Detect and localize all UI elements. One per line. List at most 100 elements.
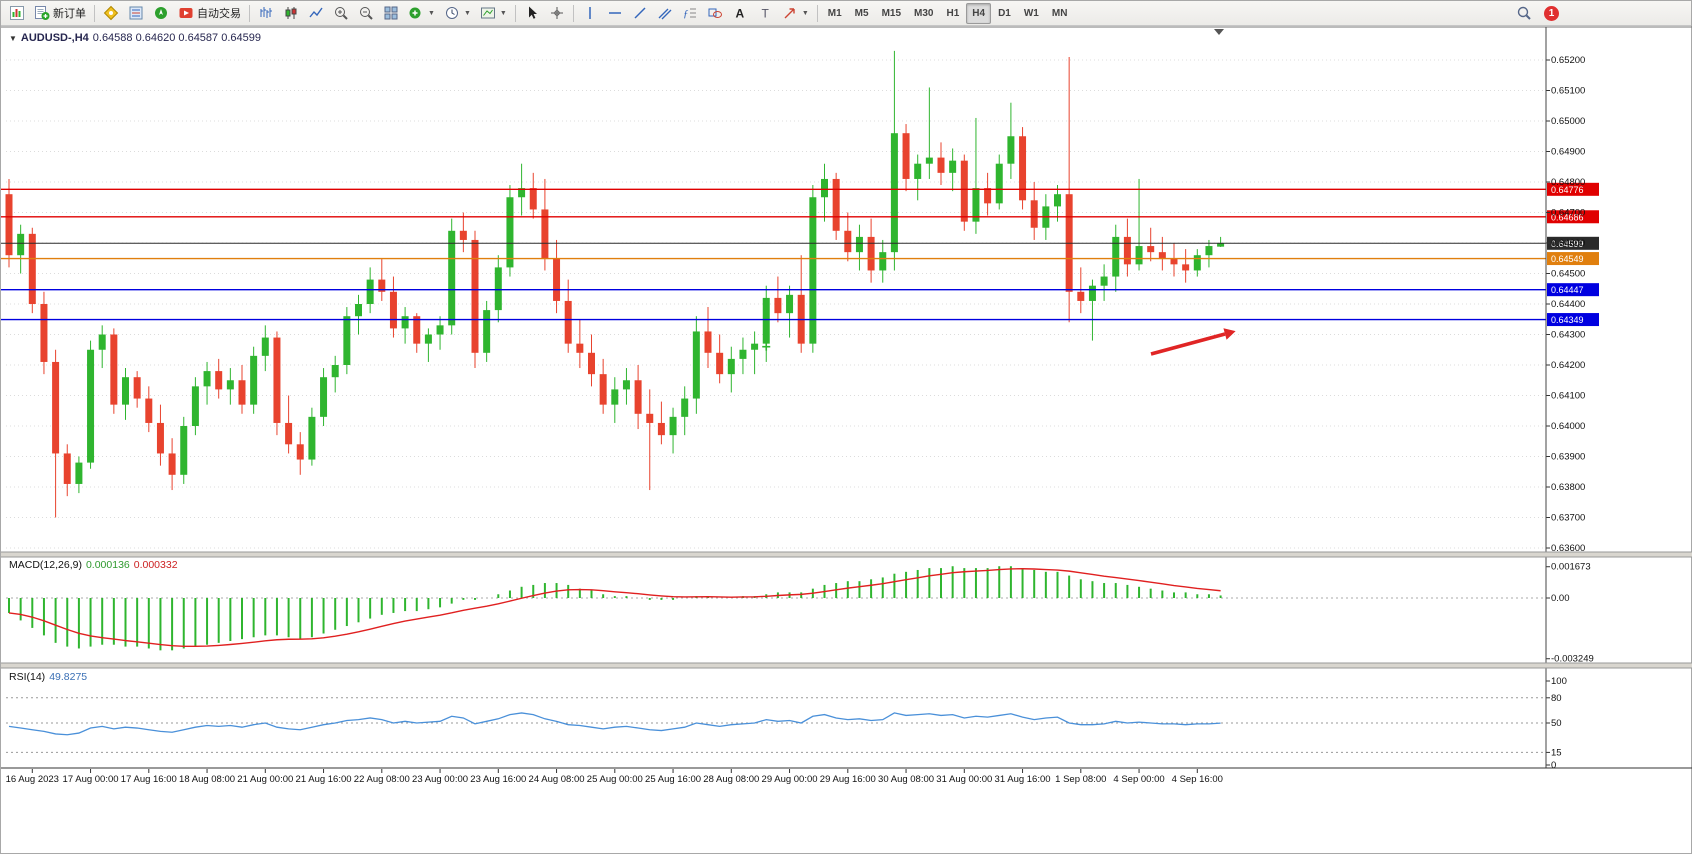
svg-text:29 Aug 16:00: 29 Aug 16:00 xyxy=(820,774,876,785)
autotrading-button[interactable]: 自动交易 xyxy=(174,3,245,24)
svg-text:0.63600: 0.63600 xyxy=(1551,543,1585,554)
zoom-out-icon xyxy=(360,7,373,20)
timeframe-w1-button[interactable]: W1 xyxy=(1023,7,1039,19)
timeframe-h1-button[interactable]: H1 xyxy=(946,7,960,19)
timeframe-mn-button[interactable]: MN xyxy=(1051,7,1068,19)
candlestick-chart-button[interactable] xyxy=(279,3,303,24)
new-chart-icon xyxy=(10,6,24,20)
dropdown-caret-icon: ▼ xyxy=(499,9,507,17)
svg-text:A: A xyxy=(735,7,744,21)
svg-text:30 Aug 08:00: 30 Aug 08:00 xyxy=(878,774,934,785)
timeframe-m30-button[interactable]: M30 xyxy=(914,7,934,19)
svg-text:29 Aug 00:00: 29 Aug 00:00 xyxy=(762,774,818,785)
tile-windows-button[interactable] xyxy=(379,3,403,24)
timeframe-m1-button[interactable]: M1 xyxy=(827,7,842,19)
toolbar-separator xyxy=(816,4,818,22)
zoom-in-icon xyxy=(335,7,348,20)
svg-text:0.001673: 0.001673 xyxy=(1551,562,1591,573)
new-order-label: 新订单 xyxy=(53,8,86,20)
timeframe-m5-button[interactable]: M5 xyxy=(854,7,869,19)
new-chart-button[interactable] xyxy=(5,3,29,24)
label-tool-button[interactable]: T xyxy=(753,3,777,24)
svg-text:0.64800: 0.64800 xyxy=(1551,177,1585,188)
autotrading-icon xyxy=(179,8,193,18)
templates-button[interactable]: ▼ xyxy=(476,3,511,24)
fibonacci-tool-button[interactable]: ƒ xyxy=(678,3,702,24)
macd-indicator-label: MACD(12,26,9) 0.000136 0.000332 xyxy=(9,559,178,571)
svg-text:0.64447: 0.64447 xyxy=(1551,285,1584,295)
svg-text:24 Aug 08:00: 24 Aug 08:00 xyxy=(529,774,585,785)
bar-chart-button[interactable] xyxy=(254,3,278,24)
horizontal-level-lines[interactable]: 0.64776 0.64686 0.64599 0.64549 0.64447 0.643… xyxy=(1,182,1599,327)
label-icon: T xyxy=(761,7,769,21)
svg-text:0.64900: 0.64900 xyxy=(1551,147,1585,158)
rsi-value: 49.8275 xyxy=(49,671,88,683)
market-watch-icon xyxy=(129,6,143,20)
new-order-button[interactable]: 新订单 xyxy=(30,3,90,24)
dropdown-caret-icon: ▼ xyxy=(428,9,435,17)
symbol-dropdown-icon[interactable]: ▼ xyxy=(9,33,17,43)
market-watch-button[interactable] xyxy=(124,3,148,24)
svg-text:15: 15 xyxy=(1551,747,1562,758)
indicators-button[interactable]: ▼ xyxy=(404,3,439,24)
svg-text:0.64500: 0.64500 xyxy=(1551,269,1585,280)
candlesticks xyxy=(5,50,1225,518)
svg-text:21 Aug 16:00: 21 Aug 16:00 xyxy=(296,774,352,785)
svg-text:0.00: 0.00 xyxy=(1551,593,1570,604)
horizontal-line-icon xyxy=(608,12,621,14)
vertical-line-tool-button[interactable] xyxy=(578,3,602,24)
trendline-tool-button[interactable] xyxy=(628,3,652,24)
metaeditor-button[interactable] xyxy=(99,3,123,24)
trendline-icon xyxy=(634,7,646,19)
navigator-button[interactable] xyxy=(149,3,173,24)
periods-clock-icon xyxy=(445,7,458,19)
periods-button[interactable]: ▼ xyxy=(440,3,475,24)
text-tool-button[interactable]: A xyxy=(728,3,752,24)
svg-text:0.63900: 0.63900 xyxy=(1551,452,1585,463)
price-axis: 0.652000.651000.650000.649000.648000.647… xyxy=(1546,55,1585,554)
rsi-indicator-label: RSI(14) 49.8275 xyxy=(9,671,87,683)
timeframe-d1-button[interactable]: D1 xyxy=(998,7,1011,19)
zoom-out-button[interactable] xyxy=(354,3,378,24)
svg-text:0.64400: 0.64400 xyxy=(1551,299,1585,310)
svg-text:0.63700: 0.63700 xyxy=(1551,513,1585,524)
svg-text:0.65000: 0.65000 xyxy=(1551,116,1585,127)
crosshair-button[interactable] xyxy=(545,3,569,24)
svg-text:22 Aug 08:00: 22 Aug 08:00 xyxy=(354,774,410,785)
svg-text:28 Aug 08:00: 28 Aug 08:00 xyxy=(703,774,759,785)
svg-text:25 Aug 00:00: 25 Aug 00:00 xyxy=(587,774,643,785)
toolbar-separator xyxy=(94,4,95,22)
svg-text:0.64599: 0.64599 xyxy=(1551,239,1584,249)
arrows-tool-button[interactable]: ▼ xyxy=(778,3,813,24)
svg-text:23 Aug 16:00: 23 Aug 16:00 xyxy=(470,774,526,785)
timeframe-m15-button[interactable]: M15 xyxy=(881,7,902,19)
fibonacci-icon: ƒ xyxy=(683,8,696,20)
toolbar-separator xyxy=(572,4,574,22)
text-icon: A xyxy=(735,7,744,21)
arrows-icon xyxy=(784,8,795,19)
svg-text:100: 100 xyxy=(1551,676,1567,687)
chart-annotations[interactable] xyxy=(762,328,1236,356)
time-axis: 16 Aug 2023 17 Aug 00:00 17 Aug 16:00 18 Au… xyxy=(6,769,1223,785)
notification-badge[interactable]: 1 xyxy=(1544,5,1559,21)
price-gridlines xyxy=(6,59,1546,549)
line-chart-button[interactable] xyxy=(304,3,328,24)
svg-text:0.64000: 0.64000 xyxy=(1551,421,1585,432)
horizontal-line-tool-button[interactable] xyxy=(603,3,627,24)
shapes-tool-button[interactable] xyxy=(703,3,727,24)
line-chart-icon xyxy=(309,7,323,18)
timeframe-h4-button[interactable]: H4 xyxy=(966,2,992,24)
svg-text:23 Aug 00:00: 23 Aug 00:00 xyxy=(412,774,468,785)
svg-text:18 Aug 08:00: 18 Aug 08:00 xyxy=(179,774,235,785)
svg-text:0.64200: 0.64200 xyxy=(1551,360,1585,371)
templates-icon xyxy=(480,7,495,19)
zoom-in-button[interactable] xyxy=(329,3,353,24)
svg-text:0.65100: 0.65100 xyxy=(1551,86,1585,97)
red-arrow-head xyxy=(1223,328,1236,340)
svg-text:-0.003249: -0.003249 xyxy=(1551,654,1594,665)
cursor-button[interactable] xyxy=(520,3,544,24)
metaeditor-icon xyxy=(103,5,119,21)
channel-tool-button[interactable] xyxy=(653,3,677,24)
search-button[interactable] xyxy=(1512,3,1536,24)
